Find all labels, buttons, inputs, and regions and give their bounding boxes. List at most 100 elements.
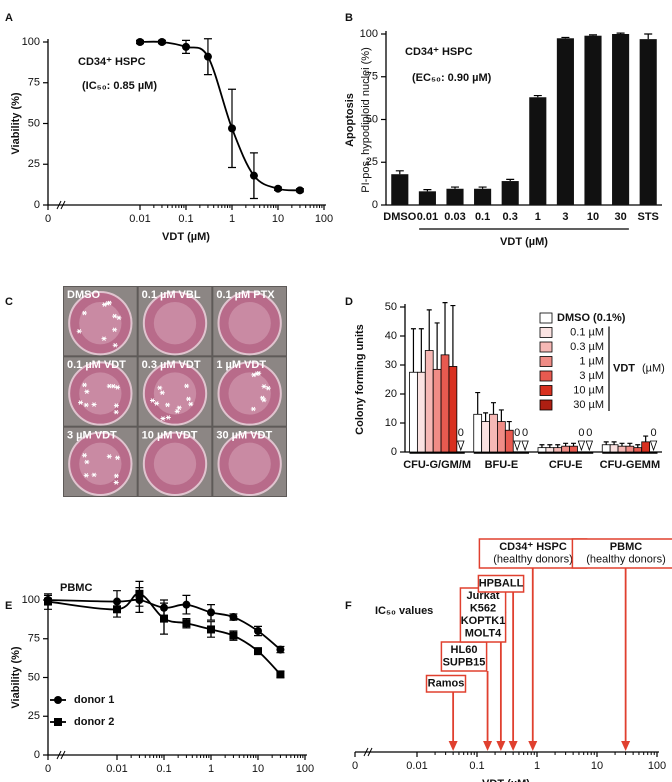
x-tick-label: 0.3 (503, 211, 518, 223)
error-bar (571, 442, 577, 447)
well-label: 10 µM VDT (142, 430, 198, 442)
data-label: 0 (650, 427, 656, 439)
bar (625, 445, 635, 453)
data-point (157, 38, 166, 46)
colony-marker (113, 403, 119, 408)
colony-marker (116, 315, 122, 321)
legend-marker (54, 718, 62, 726)
data-point (229, 631, 238, 640)
fit-line (139, 40, 301, 192)
colony-marker (82, 452, 88, 458)
y-tick-label: 100 (22, 594, 40, 606)
y-tick-label: 25 (28, 710, 40, 722)
annotation-box (478, 538, 588, 569)
y-tick-label: 0 (34, 749, 40, 761)
error-bar (547, 444, 553, 448)
arrow-head (496, 741, 506, 751)
x-axis-label: VDT (µM) (482, 778, 530, 782)
bar (391, 174, 409, 205)
error-bar (635, 444, 641, 448)
well-center (153, 372, 197, 415)
annotation-text: MOLT4 (465, 628, 502, 640)
legend-group-label: VDT (613, 363, 635, 375)
annotation-text: SUPB15 (443, 657, 486, 669)
bar (473, 413, 483, 453)
error-bar (442, 302, 448, 355)
well-label: DMSO (67, 289, 100, 301)
bar (553, 447, 563, 453)
data-label: 0 (578, 427, 584, 439)
colony-marker (251, 372, 257, 378)
x-tick-label: 100 (315, 213, 333, 225)
colony-marker (154, 401, 160, 406)
data-label: 0 (586, 427, 592, 439)
chart-subtitle: (EC₅₀: 0.90 µM) (412, 72, 492, 84)
chart-title: PBMC (60, 582, 92, 594)
axis-break (56, 750, 62, 760)
bar (641, 441, 651, 453)
bar (569, 445, 578, 453)
data-point (135, 589, 144, 598)
bar (448, 366, 458, 453)
annotation-text: PBMC (610, 541, 642, 553)
y-tick-label: 100 (22, 36, 40, 48)
y-tick-label: 0 (34, 199, 40, 211)
annotation-text: (healthy donors) (586, 554, 666, 566)
bar (432, 368, 442, 453)
error-bar (450, 304, 456, 367)
arrow-head (448, 741, 458, 751)
colony-marker (157, 385, 163, 391)
x-tick-label: CFU-G/GM/M (403, 459, 471, 471)
axis-break (56, 200, 62, 210)
colony-marker (91, 402, 97, 407)
colony-marker (82, 382, 88, 388)
colony-marker (188, 401, 194, 407)
x-tick-label: 1 (229, 213, 235, 225)
colony-marker (159, 390, 165, 396)
colony-marker (84, 389, 90, 394)
error-bar (498, 409, 504, 422)
error-bar (475, 391, 481, 415)
bar (584, 35, 602, 206)
axis-break (367, 747, 373, 757)
error-bar (616, 32, 625, 34)
well-label: 0.1 µM VDT (67, 359, 126, 371)
well-center (153, 442, 197, 486)
bar (612, 34, 630, 205)
colony-marker (101, 302, 107, 307)
arrow-head (483, 741, 493, 751)
chart-subtitle: (IC₅₀: 0.85 µM) (82, 80, 157, 92)
zero-marker (649, 440, 658, 452)
bar (545, 447, 555, 453)
axis-break (363, 747, 369, 757)
x-tick-label: 10 (272, 213, 284, 225)
error-bar (603, 441, 609, 445)
legend-label: 0.1 µM (570, 326, 604, 338)
data-point (160, 614, 168, 623)
x-tick-label: 1 (534, 760, 540, 772)
error-bar (627, 442, 633, 447)
y-axis-label: Viability (%) (10, 646, 22, 708)
y-axis-label: Viability (%) (10, 92, 22, 154)
colony-marker (174, 409, 180, 414)
x-tick-label: 0.03 (444, 211, 465, 223)
data-point (136, 38, 144, 46)
bar (418, 191, 436, 205)
data-point (229, 613, 238, 622)
y-tick-label: 30 (385, 359, 397, 371)
x-tick-label: 0.01 (417, 211, 438, 223)
well-center (228, 372, 271, 415)
x-tick-label: 0 (45, 213, 51, 225)
colony-marker (106, 383, 112, 389)
data-point (113, 605, 121, 614)
colony-marker (184, 383, 190, 389)
bar (416, 371, 426, 453)
bar (617, 445, 627, 453)
error-bar (478, 186, 487, 189)
error-bar (561, 36, 570, 39)
legend-label: DMSO (0.1%) (557, 312, 626, 324)
x-tick-label: 0 (45, 763, 51, 775)
annotation-box (571, 538, 672, 569)
bar (424, 350, 434, 453)
colony-marker (165, 415, 171, 420)
